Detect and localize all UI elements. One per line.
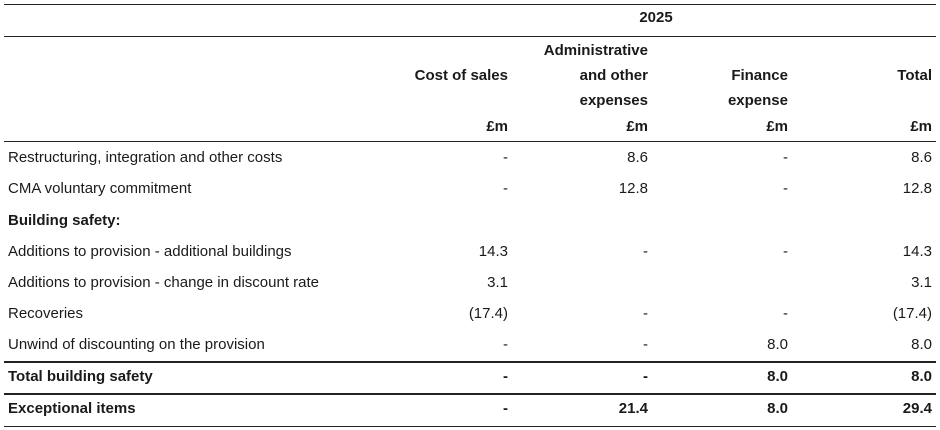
row-label: Additions to provision - additional buil… (8, 243, 292, 260)
cell-cost-of-sales: 3.1 (487, 274, 508, 291)
cell-cost-of-sales: - (503, 368, 508, 385)
col-header-cost-of-sales: Cost of sales (414, 67, 508, 84)
cell-admin-expenses: - (643, 243, 648, 260)
cell-admin-expenses: - (643, 305, 648, 322)
col-header-admin-expenses: Administrative and other expenses (543, 42, 648, 109)
cell-admin-expenses: - (643, 336, 648, 353)
cell-cost-of-sales: (17.4) (468, 305, 508, 322)
cell-cost-of-sales: - (503, 149, 508, 166)
cell-finance-expense: - (783, 149, 788, 166)
unit-finance-expense: £m (766, 118, 788, 135)
cell-total: (17.4) (892, 305, 932, 322)
row-label: Restructuring, integration and other cos… (8, 149, 283, 166)
cell-finance-expense: - (783, 180, 788, 197)
cell-finance-expense: 8.0 (767, 336, 788, 353)
cell-cost-of-sales: - (503, 180, 508, 197)
cell-cost-of-sales: - (503, 400, 508, 417)
subtotal-rule (4, 361, 936, 363)
cell-total: 8.0 (911, 368, 932, 385)
top-rule (4, 4, 936, 5)
col-header-total: Total (897, 67, 932, 84)
cell-total: 8.6 (911, 149, 932, 166)
row-label: Recoveries (8, 305, 84, 322)
cell-total: 8.0 (911, 336, 932, 353)
cell-finance-expense: - (783, 243, 788, 260)
row-label: Additions to provision - change in disco… (8, 274, 320, 291)
year-rule (4, 36, 936, 37)
cell-total: 12.8 (902, 180, 932, 197)
cell-admin-expenses: 8.6 (627, 149, 648, 166)
unit-admin-expenses: £m (626, 118, 648, 135)
unit-cost-of-sales: £m (486, 118, 508, 135)
bottom-rule (4, 426, 936, 427)
row-label: Unwind of discounting on the provision (8, 336, 265, 353)
subtotal-label: Total building safety (8, 368, 153, 385)
cell-total: 29.4 (902, 400, 932, 417)
total-label: Exceptional items (8, 400, 136, 417)
cell-admin-expenses: 12.8 (618, 180, 648, 197)
cell-finance-expense: 8.0 (767, 400, 788, 417)
cell-admin-expenses: 21.4 (618, 400, 648, 417)
cell-total: 3.1 (911, 274, 932, 291)
cell-admin-expenses: - (643, 368, 648, 385)
header-rule (4, 141, 936, 142)
cell-total: 14.3 (902, 243, 932, 260)
row-label: CMA voluntary commitment (8, 180, 192, 197)
cell-cost-of-sales: - (503, 336, 508, 353)
cell-finance-expense: - (783, 305, 788, 322)
section-heading: Building safety: (8, 212, 121, 229)
year-header: 2025 (639, 9, 673, 26)
col-header-finance-expense: Finance expense (727, 67, 788, 109)
total-rule (4, 393, 936, 395)
cell-finance-expense: 8.0 (767, 368, 788, 385)
unit-total: £m (910, 118, 932, 135)
cell-cost-of-sales: 14.3 (478, 243, 508, 260)
